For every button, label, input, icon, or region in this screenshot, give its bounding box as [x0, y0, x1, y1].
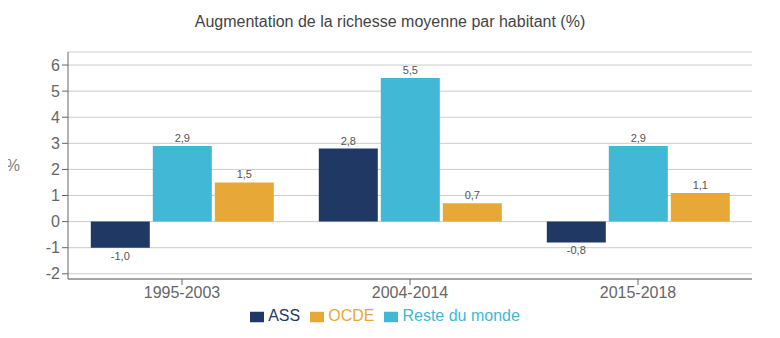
html-text:OCDE: OCDE: [328, 307, 375, 324]
svg-text:1995-2003: 1995-2003: [144, 284, 221, 301]
svg-text:1: 1: [51, 187, 60, 204]
svg-text:1,1: 1,1: [693, 179, 708, 191]
svg-text:1,5: 1,5: [237, 168, 252, 180]
svg-text:3: 3: [51, 135, 60, 152]
svg-text:%: %: [8, 157, 20, 174]
svg-text:4: 4: [51, 109, 60, 126]
svg-text:2,9: 2,9: [631, 132, 646, 144]
svg-text:0: 0: [51, 213, 60, 230]
svg-text:-1: -1: [46, 239, 60, 256]
svg-text:2: 2: [51, 161, 60, 178]
svg-text:5: 5: [51, 83, 60, 100]
html-text:ASS: ASS: [268, 307, 301, 324]
svg-text:2,8: 2,8: [341, 135, 356, 147]
svg-text:-0,8: -0,8: [567, 244, 586, 256]
svg-text:6: 6: [51, 57, 60, 74]
svg-text:2,9: 2,9: [175, 132, 190, 144]
svg-text:-1,0: -1,0: [111, 250, 130, 262]
svg-text:5,5: 5,5: [403, 64, 418, 76]
svg-text:-2: -2: [46, 265, 60, 282]
svg-text:2015-2018: 2015-2018: [600, 284, 677, 301]
html-text:Reste du monde: Reste du monde: [402, 307, 520, 324]
svg-text:0,7: 0,7: [465, 189, 480, 201]
html-text:Augmentation de la richesse mo: Augmentation de la richesse moyenne par …: [194, 13, 586, 30]
svg-text:2004-2014: 2004-2014: [372, 284, 449, 301]
